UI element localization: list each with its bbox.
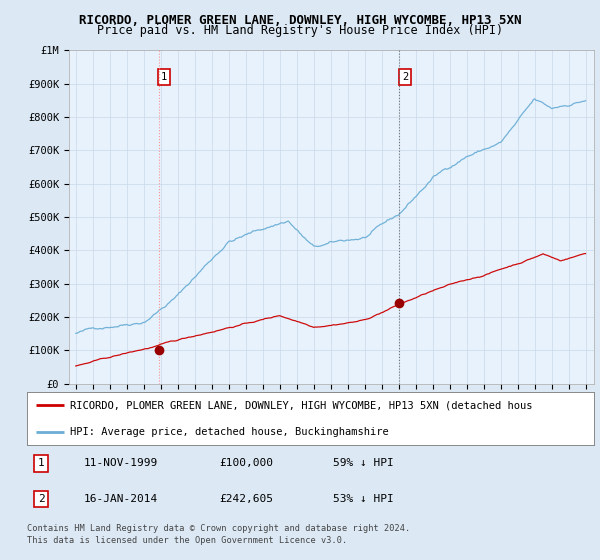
Text: RICORDO, PLOMER GREEN LANE, DOWNLEY, HIGH WYCOMBE, HP13 5XN: RICORDO, PLOMER GREEN LANE, DOWNLEY, HIG… (79, 14, 521, 27)
Text: RICORDO, PLOMER GREEN LANE, DOWNLEY, HIGH WYCOMBE, HP13 5XN (detached hous: RICORDO, PLOMER GREEN LANE, DOWNLEY, HIG… (70, 400, 532, 410)
Text: £242,605: £242,605 (220, 494, 274, 504)
Text: Price paid vs. HM Land Registry's House Price Index (HPI): Price paid vs. HM Land Registry's House … (97, 24, 503, 37)
Text: 16-JAN-2014: 16-JAN-2014 (84, 494, 158, 504)
Text: 11-NOV-1999: 11-NOV-1999 (84, 459, 158, 468)
Text: 2: 2 (38, 494, 44, 504)
Text: Contains HM Land Registry data © Crown copyright and database right 2024.: Contains HM Land Registry data © Crown c… (27, 524, 410, 533)
Text: 53% ↓ HPI: 53% ↓ HPI (333, 494, 394, 504)
Text: £100,000: £100,000 (220, 459, 274, 468)
Text: 1: 1 (161, 72, 167, 82)
Text: HPI: Average price, detached house, Buckinghamshire: HPI: Average price, detached house, Buck… (70, 427, 388, 437)
Text: 59% ↓ HPI: 59% ↓ HPI (333, 459, 394, 468)
Text: This data is licensed under the Open Government Licence v3.0.: This data is licensed under the Open Gov… (27, 536, 347, 545)
Text: 1: 1 (38, 459, 44, 468)
Text: 2: 2 (402, 72, 408, 82)
